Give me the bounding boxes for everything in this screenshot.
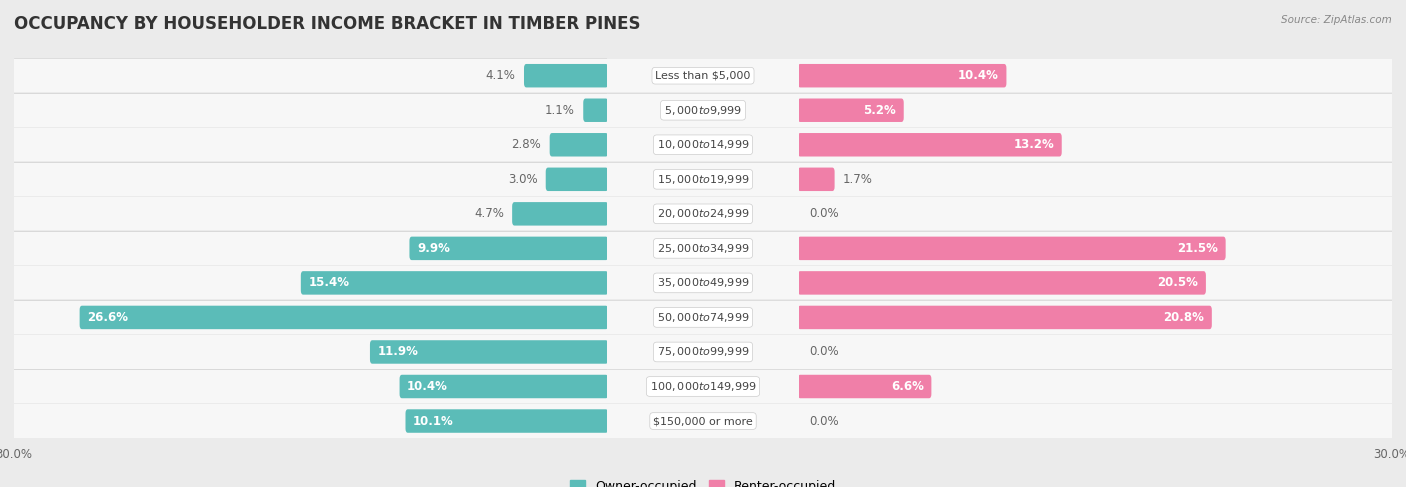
FancyBboxPatch shape	[606, 405, 800, 438]
FancyBboxPatch shape	[606, 336, 800, 369]
FancyBboxPatch shape	[606, 59, 800, 92]
FancyBboxPatch shape	[14, 370, 606, 403]
FancyBboxPatch shape	[405, 409, 609, 433]
FancyBboxPatch shape	[550, 133, 609, 156]
FancyBboxPatch shape	[606, 232, 800, 265]
FancyBboxPatch shape	[606, 94, 800, 127]
Text: 21.5%: 21.5%	[1177, 242, 1218, 255]
Text: $150,000 or more: $150,000 or more	[654, 416, 752, 426]
FancyBboxPatch shape	[606, 370, 800, 403]
FancyBboxPatch shape	[800, 370, 1392, 403]
FancyBboxPatch shape	[797, 98, 904, 122]
Text: 20.8%: 20.8%	[1163, 311, 1205, 324]
FancyBboxPatch shape	[800, 163, 1392, 196]
Text: 0.0%: 0.0%	[810, 207, 839, 220]
Text: 3.0%: 3.0%	[508, 173, 537, 186]
Text: 10.1%: 10.1%	[413, 414, 454, 428]
FancyBboxPatch shape	[583, 98, 609, 122]
FancyBboxPatch shape	[546, 168, 609, 191]
FancyBboxPatch shape	[606, 128, 800, 161]
FancyBboxPatch shape	[797, 237, 1226, 260]
Text: 1.7%: 1.7%	[844, 173, 873, 186]
FancyBboxPatch shape	[14, 128, 606, 161]
Text: $100,000 to $149,999: $100,000 to $149,999	[650, 380, 756, 393]
Text: Less than $5,000: Less than $5,000	[655, 71, 751, 81]
Text: $25,000 to $34,999: $25,000 to $34,999	[657, 242, 749, 255]
FancyBboxPatch shape	[800, 301, 1392, 334]
FancyBboxPatch shape	[797, 271, 1206, 295]
FancyBboxPatch shape	[14, 197, 606, 230]
Text: $50,000 to $74,999: $50,000 to $74,999	[657, 311, 749, 324]
Text: $20,000 to $24,999: $20,000 to $24,999	[657, 207, 749, 220]
Text: 5.2%: 5.2%	[863, 104, 896, 117]
FancyBboxPatch shape	[14, 336, 606, 369]
Text: 20.5%: 20.5%	[1157, 277, 1198, 289]
Text: 26.6%: 26.6%	[87, 311, 128, 324]
FancyBboxPatch shape	[606, 197, 800, 230]
Text: 9.9%: 9.9%	[418, 242, 450, 255]
FancyBboxPatch shape	[524, 64, 609, 88]
FancyBboxPatch shape	[800, 59, 1392, 92]
Text: 15.4%: 15.4%	[308, 277, 349, 289]
FancyBboxPatch shape	[800, 336, 1392, 369]
FancyBboxPatch shape	[797, 306, 1212, 329]
Text: 4.7%: 4.7%	[474, 207, 503, 220]
FancyBboxPatch shape	[800, 128, 1392, 161]
Text: 0.0%: 0.0%	[810, 414, 839, 428]
Text: 13.2%: 13.2%	[1014, 138, 1054, 151]
FancyBboxPatch shape	[797, 133, 1062, 156]
FancyBboxPatch shape	[797, 168, 835, 191]
FancyBboxPatch shape	[399, 375, 609, 398]
Text: 0.0%: 0.0%	[810, 345, 839, 358]
FancyBboxPatch shape	[80, 306, 609, 329]
FancyBboxPatch shape	[800, 266, 1392, 300]
FancyBboxPatch shape	[800, 405, 1392, 438]
FancyBboxPatch shape	[14, 301, 606, 334]
FancyBboxPatch shape	[606, 266, 800, 300]
FancyBboxPatch shape	[800, 94, 1392, 127]
Text: 2.8%: 2.8%	[512, 138, 541, 151]
FancyBboxPatch shape	[800, 197, 1392, 230]
Text: 4.1%: 4.1%	[486, 69, 516, 82]
Text: 1.1%: 1.1%	[546, 104, 575, 117]
FancyBboxPatch shape	[797, 64, 1007, 88]
FancyBboxPatch shape	[797, 375, 931, 398]
Text: $10,000 to $14,999: $10,000 to $14,999	[657, 138, 749, 151]
Text: $75,000 to $99,999: $75,000 to $99,999	[657, 345, 749, 358]
FancyBboxPatch shape	[606, 163, 800, 196]
Text: Source: ZipAtlas.com: Source: ZipAtlas.com	[1281, 15, 1392, 25]
Text: 10.4%: 10.4%	[408, 380, 449, 393]
FancyBboxPatch shape	[14, 59, 606, 92]
FancyBboxPatch shape	[14, 405, 606, 438]
Text: OCCUPANCY BY HOUSEHOLDER INCOME BRACKET IN TIMBER PINES: OCCUPANCY BY HOUSEHOLDER INCOME BRACKET …	[14, 15, 641, 33]
Text: $35,000 to $49,999: $35,000 to $49,999	[657, 277, 749, 289]
Text: 11.9%: 11.9%	[377, 345, 419, 358]
FancyBboxPatch shape	[14, 232, 606, 265]
FancyBboxPatch shape	[14, 266, 606, 300]
Legend: Owner-occupied, Renter-occupied: Owner-occupied, Renter-occupied	[565, 475, 841, 487]
Text: $5,000 to $9,999: $5,000 to $9,999	[664, 104, 742, 117]
Text: 6.6%: 6.6%	[891, 380, 924, 393]
FancyBboxPatch shape	[800, 232, 1392, 265]
FancyBboxPatch shape	[409, 237, 609, 260]
FancyBboxPatch shape	[14, 163, 606, 196]
FancyBboxPatch shape	[606, 301, 800, 334]
FancyBboxPatch shape	[14, 94, 606, 127]
Text: 10.4%: 10.4%	[957, 69, 998, 82]
FancyBboxPatch shape	[370, 340, 609, 364]
Text: $15,000 to $19,999: $15,000 to $19,999	[657, 173, 749, 186]
FancyBboxPatch shape	[301, 271, 609, 295]
FancyBboxPatch shape	[512, 202, 609, 225]
